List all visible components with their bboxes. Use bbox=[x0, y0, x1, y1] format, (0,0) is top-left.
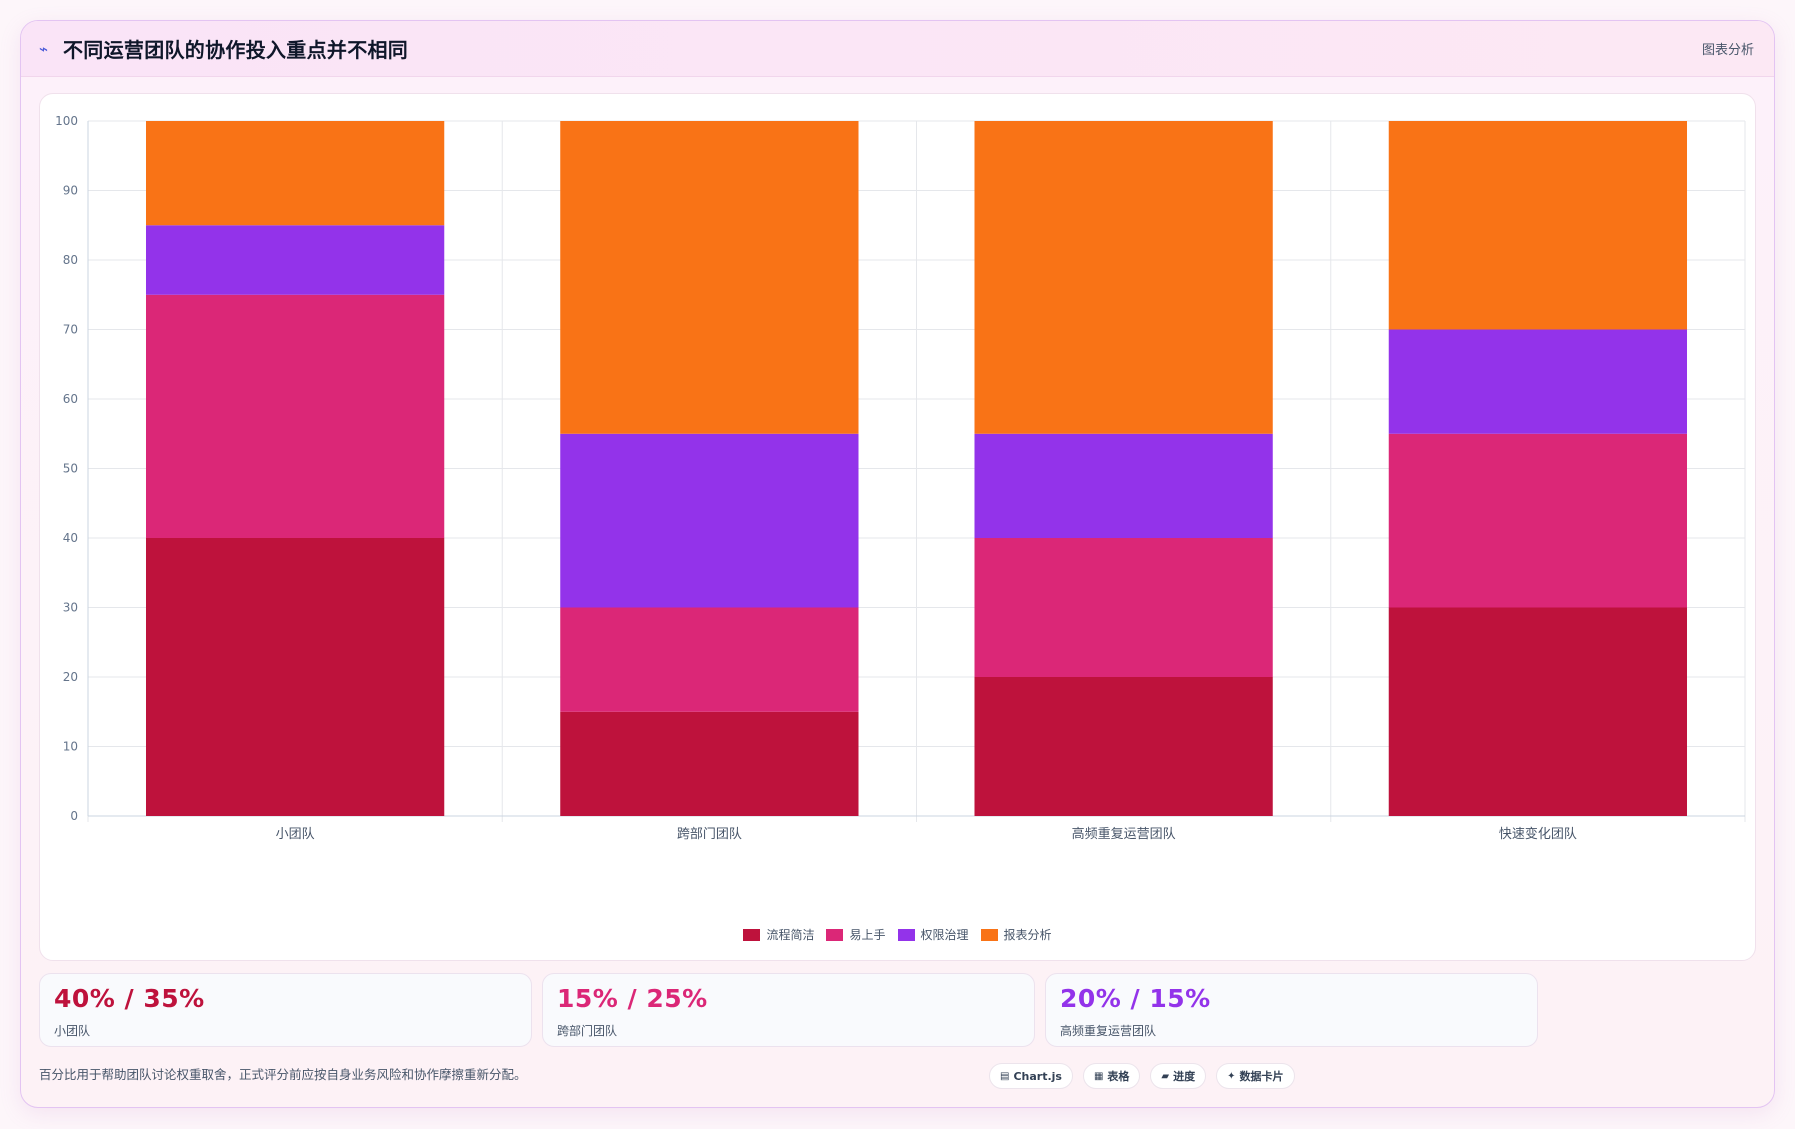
footnote: 百分比用于帮助团队讨论权重取舍，正式评分前应按自身业务风险和协作摩擦重新分配。 bbox=[39, 1067, 527, 1082]
bar-segment bbox=[1388, 329, 1688, 434]
y-tick-label: 70 bbox=[63, 323, 78, 337]
page-title: 不同运营团队的协作投入重点并不相同 bbox=[63, 38, 409, 62]
bar-segment bbox=[560, 433, 859, 608]
bar-segment bbox=[974, 677, 1273, 816]
data-card-pill[interactable]: ✦ 数据卡片 bbox=[1216, 1063, 1295, 1089]
legend-label: 报表分析 bbox=[1003, 928, 1052, 942]
x-tick-label: 快速变化团队 bbox=[1499, 826, 1577, 842]
chart-legend: 流程简洁 易上手 权限治理 报表分析 bbox=[40, 926, 1755, 943]
stat-cards: 40% / 35% 小团队 15% / 25% 跨部门团队 20% / 15% … bbox=[39, 973, 1756, 1047]
stat-card-cross-team: 15% / 25% 跨部门团队 bbox=[542, 973, 1035, 1047]
bar-segment bbox=[1388, 433, 1688, 608]
progress-pill[interactable]: ▰ 进度 bbox=[1150, 1063, 1207, 1089]
y-tick-label: 80 bbox=[63, 253, 78, 267]
x-tick-label: 小团队 bbox=[276, 827, 315, 842]
bar-segment bbox=[560, 711, 859, 816]
bar-segment bbox=[145, 294, 445, 538]
legend-swatch bbox=[826, 928, 844, 941]
legend-item[interactable]: 权限治理 bbox=[897, 926, 969, 943]
y-tick-label: 10 bbox=[63, 740, 78, 754]
y-tick-label: 100 bbox=[55, 114, 78, 128]
pill-label: 表格 bbox=[1107, 1070, 1130, 1083]
legend-swatch bbox=[743, 928, 761, 941]
y-tick-label: 40 bbox=[63, 531, 78, 545]
sparkle-icon: ✦ bbox=[1227, 1070, 1236, 1082]
chartjs-pill[interactable]: ▤ Chart.js bbox=[989, 1063, 1073, 1089]
y-tick-label: 90 bbox=[63, 184, 78, 198]
legend-label: 易上手 bbox=[849, 928, 886, 942]
feature-pills: ▤ Chart.js ▦ 表格 ▰ 进度 ✦ 数据卡片 bbox=[989, 1063, 1295, 1089]
y-tick-label: 0 bbox=[70, 809, 78, 823]
chart-panel: 0 10 20 30 40 50 60 70 80 90 100 小团队 跨部门团队 高频重复运营团队 快速… bbox=[39, 93, 1756, 961]
stat-value: 15% / 25% bbox=[557, 984, 708, 1013]
stat-label: 小团队 bbox=[54, 1024, 91, 1038]
bar-segment bbox=[560, 121, 859, 434]
stat-value: 40% / 35% bbox=[54, 984, 205, 1013]
bar-segment bbox=[1388, 607, 1688, 816]
bar-segment bbox=[1388, 121, 1688, 330]
legend-item[interactable]: 报表分析 bbox=[980, 926, 1052, 943]
chart-icon: ▤ bbox=[1000, 1070, 1010, 1082]
pill-label: 进度 bbox=[1173, 1070, 1196, 1083]
stat-card-small-team: 40% / 35% 小团队 bbox=[39, 973, 532, 1047]
legend-swatch bbox=[980, 928, 998, 941]
chart-card: ⌁ 不同运营团队的协作投入重点并不相同 图表分析 0 10 20 30 40 50 60 70… bbox=[20, 20, 1775, 1108]
legend-item[interactable]: 流程简洁 bbox=[743, 926, 814, 943]
stat-value: 20% / 15% bbox=[1060, 984, 1211, 1013]
bar-segment bbox=[974, 538, 1273, 677]
y-tick-label: 50 bbox=[63, 462, 78, 476]
card-header: ⌁ 不同运营团队的协作投入重点并不相同 图表分析 bbox=[21, 21, 1774, 77]
x-tick-label: 高频重复运营团队 bbox=[1072, 826, 1176, 842]
stacked-bar-chart: 0 10 20 30 40 50 60 70 80 90 100 小团队 跨部门团队 高频重复运营团队 快速… bbox=[55, 114, 1746, 842]
legend-item[interactable]: 易上手 bbox=[826, 926, 886, 943]
stat-label: 高频重复运营团队 bbox=[1060, 1024, 1157, 1038]
table-icon: ▦ bbox=[1093, 1070, 1104, 1082]
legend-swatch bbox=[897, 928, 915, 941]
pill-label: 数据卡片 bbox=[1239, 1070, 1284, 1083]
table-pill[interactable]: ▦ 表格 bbox=[1082, 1063, 1141, 1089]
progress-icon: ▰ bbox=[1161, 1070, 1170, 1082]
y-tick-label: 30 bbox=[63, 601, 78, 615]
x-tick-label: 跨部门团队 bbox=[677, 827, 742, 842]
legend-label: 权限治理 bbox=[920, 928, 969, 942]
bar-segment bbox=[974, 121, 1273, 434]
trend-line-icon: ⌁ bbox=[39, 40, 49, 58]
y-tick-label: 20 bbox=[63, 670, 78, 684]
pill-label: Chart.js bbox=[1013, 1069, 1062, 1083]
bar-segment bbox=[145, 121, 445, 226]
chart-analysis-tag: 图表分析 bbox=[1701, 43, 1754, 58]
y-tick-label: 60 bbox=[63, 392, 78, 406]
bar-segment bbox=[145, 225, 445, 295]
stat-card-high-frequency-team: 20% / 15% 高频重复运营团队 bbox=[1045, 973, 1538, 1047]
bar-segment bbox=[145, 538, 445, 816]
bar-segment bbox=[974, 433, 1273, 538]
legend-label: 流程简洁 bbox=[766, 928, 815, 942]
bar-segment bbox=[560, 607, 859, 712]
stat-label: 跨部门团队 bbox=[557, 1024, 618, 1038]
